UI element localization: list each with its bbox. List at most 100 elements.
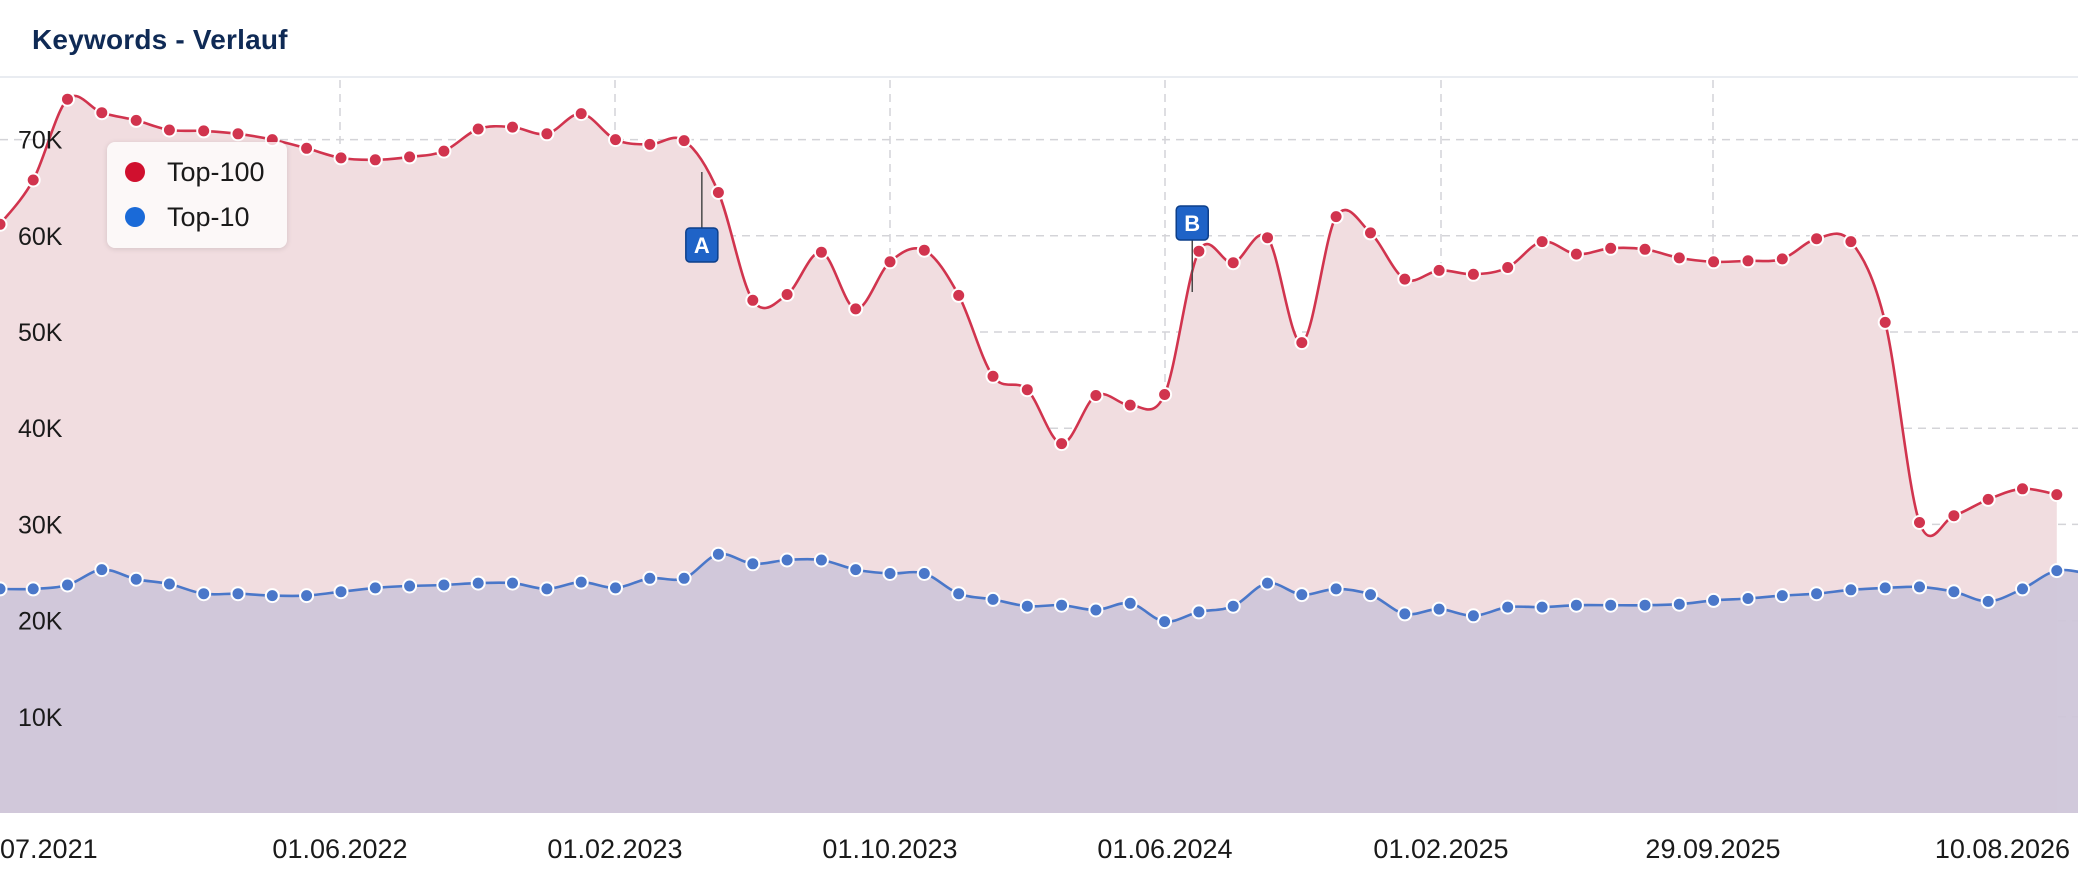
annotation-flag-a[interactable]: A (685, 172, 719, 263)
point-top-100[interactable] (813, 244, 829, 260)
point-top-10[interactable] (1294, 587, 1310, 603)
point-top-10[interactable] (1019, 598, 1035, 614)
point-top-10[interactable] (1363, 587, 1378, 603)
point-top-10[interactable] (1912, 579, 1927, 595)
annotation-flag-b[interactable]: B (1175, 205, 1209, 292)
point-top-10[interactable] (916, 566, 932, 581)
point-top-10[interactable] (1637, 597, 1653, 613)
point-top-100[interactable] (642, 136, 658, 152)
point-top-10[interactable] (230, 586, 246, 602)
point-top-10[interactable] (1980, 593, 1996, 609)
point-top-100[interactable] (985, 368, 1001, 384)
point-top-10[interactable] (710, 546, 726, 562)
point-top-10[interactable] (1054, 597, 1070, 613)
point-top-10[interactable] (1877, 580, 1893, 596)
point-top-100[interactable] (1122, 397, 1138, 413)
point-top-100[interactable] (505, 119, 520, 135)
point-top-10[interactable] (779, 552, 795, 568)
point-top-10[interactable] (470, 575, 486, 591)
point-top-100[interactable] (1843, 234, 1859, 250)
point-top-10[interactable] (1397, 606, 1413, 622)
point-top-100[interactable] (848, 301, 864, 317)
point-top-100[interactable] (2015, 481, 2030, 497)
point-top-100[interactable] (230, 126, 246, 142)
point-top-10[interactable] (1260, 575, 1275, 591)
point-top-100[interactable] (1603, 240, 1619, 256)
point-top-10[interactable] (367, 580, 383, 596)
point-top-10[interactable] (1328, 581, 1344, 597)
point-top-100[interactable] (470, 121, 486, 137)
point-top-100[interactable] (1568, 246, 1584, 262)
point-top-100[interactable] (128, 112, 144, 128)
point-top-100[interactable] (1260, 230, 1275, 246)
point-top-100[interactable] (1671, 250, 1687, 266)
point-top-100[interactable] (1637, 241, 1653, 257)
point-top-100[interactable] (779, 287, 795, 302)
point-top-100[interactable] (1809, 231, 1825, 247)
point-top-100[interactable] (1225, 255, 1241, 271)
point-top-10[interactable] (1740, 591, 1756, 606)
point-top-100[interactable] (1946, 508, 1962, 524)
point-top-10[interactable] (951, 586, 967, 602)
point-top-10[interactable] (1465, 608, 1481, 624)
point-top-10[interactable] (1088, 602, 1104, 618)
point-top-10[interactable] (1671, 596, 1687, 612)
point-top-10[interactable] (1225, 598, 1241, 614)
point-top-10[interactable] (264, 588, 280, 604)
point-top-100[interactable] (1500, 260, 1516, 275)
point-top-100[interactable] (1706, 254, 1722, 270)
point-top-10[interactable] (1809, 586, 1825, 602)
point-top-100[interactable] (333, 150, 349, 166)
point-top-100[interactable] (1397, 271, 1413, 287)
point-top-100[interactable] (402, 149, 418, 165)
point-top-10[interactable] (1500, 599, 1516, 615)
point-top-10[interactable] (985, 591, 1001, 607)
point-top-10[interactable] (848, 562, 864, 578)
point-top-100[interactable] (1774, 251, 1790, 267)
point-top-100[interactable] (608, 132, 623, 148)
point-top-10[interactable] (882, 566, 898, 581)
point-top-100[interactable] (676, 133, 692, 149)
point-top-10[interactable] (196, 586, 212, 602)
point-top-10[interactable] (1122, 595, 1138, 611)
point-top-100[interactable] (1740, 253, 1756, 269)
point-top-10[interactable] (1157, 614, 1173, 630)
point-top-10[interactable] (161, 576, 177, 592)
point-top-100[interactable] (882, 254, 898, 270)
point-top-10[interactable] (1191, 604, 1207, 620)
point-top-10[interactable] (642, 570, 658, 586)
point-top-100[interactable] (1157, 387, 1173, 402)
point-top-10[interactable] (1431, 601, 1447, 617)
point-top-100[interactable] (573, 106, 589, 122)
point-top-10[interactable] (60, 577, 75, 593)
legend-item-top-10[interactable]: Top-10 (125, 202, 250, 232)
point-top-100[interactable] (1465, 266, 1481, 282)
point-top-10[interactable] (1774, 588, 1790, 604)
point-top-100[interactable] (1431, 262, 1447, 278)
point-top-100[interactable] (1191, 243, 1207, 259)
point-top-100[interactable] (1912, 515, 1927, 530)
point-top-100[interactable] (1019, 382, 1035, 398)
point-top-100[interactable] (161, 122, 177, 138)
point-top-10[interactable] (573, 574, 589, 590)
point-top-100[interactable] (94, 105, 110, 121)
point-top-100[interactable] (1363, 225, 1378, 241)
point-top-100[interactable] (745, 292, 761, 308)
point-top-100[interactable] (1088, 388, 1104, 403)
point-top-10[interactable] (2049, 563, 2065, 579)
point-top-10[interactable] (505, 575, 520, 591)
point-top-10[interactable] (333, 584, 349, 600)
point-top-10[interactable] (1534, 599, 1550, 615)
point-top-100[interactable] (0, 216, 8, 232)
point-top-100[interactable] (60, 91, 75, 107)
point-top-10[interactable] (1603, 597, 1619, 613)
point-top-100[interactable] (539, 126, 555, 142)
point-top-10[interactable] (436, 577, 452, 593)
point-top-100[interactable] (25, 172, 41, 188)
point-top-100[interactable] (367, 152, 383, 168)
point-top-10[interactable] (402, 578, 418, 594)
point-top-100[interactable] (1054, 436, 1070, 452)
point-top-10[interactable] (0, 581, 8, 597)
point-top-100[interactable] (2049, 487, 2065, 503)
legend-item-top-100[interactable]: Top-100 (125, 157, 265, 187)
